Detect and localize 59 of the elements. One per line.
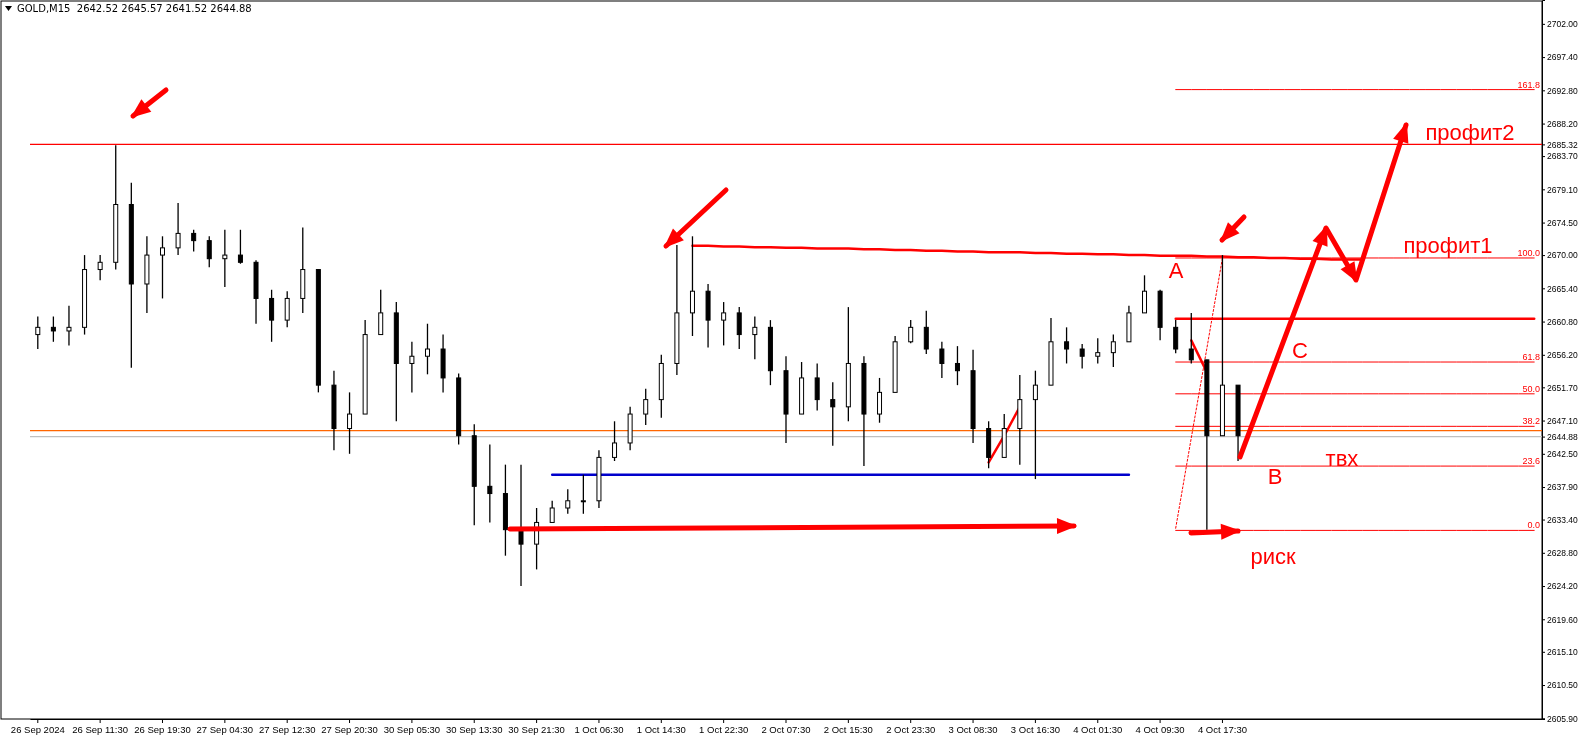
y-tick-label: 2702.00 xyxy=(1547,19,1578,30)
series-label: 38.2 xyxy=(1522,416,1540,427)
x-tick-label: 30 Sep 13:30 xyxy=(445,723,503,735)
y-tick-label: 2644.88 xyxy=(1547,431,1578,442)
annotation: профит2 xyxy=(1425,120,1515,146)
x-tick-label: 26 Sep 11:30 xyxy=(72,723,129,735)
y-tick-label: 2679.10 xyxy=(1547,184,1578,195)
annotation: профит1 xyxy=(1403,233,1493,258)
y-tick-label: 2615.10 xyxy=(1547,647,1578,658)
x-tick-label: 27 Sep 20:30 xyxy=(321,723,378,735)
x-tick-label: 1 Oct 14:30 xyxy=(636,723,686,735)
x-tick-label: 1 Oct 06:30 xyxy=(574,723,624,735)
y-tick-label: 2637.90 xyxy=(1547,482,1578,493)
x-tick-label: 26 Sep 2024 xyxy=(10,723,65,735)
y-tick-label: 2610.50 xyxy=(1547,680,1578,691)
y-tick-label: 2697.40 xyxy=(1547,52,1578,63)
y-tick-label: 2674.50 xyxy=(1547,217,1578,228)
series-label: 61.8 xyxy=(1522,352,1540,363)
x-tick-label: 30 Sep 21:30 xyxy=(508,723,565,735)
x-tick-label: 3 Oct 16:30 xyxy=(1010,723,1060,735)
x-tick-label: 4 Oct 01:30 xyxy=(1073,723,1123,735)
y-tick-label: 2633.40 xyxy=(1547,514,1578,525)
y-tick-label: 2642.50 xyxy=(1547,449,1578,460)
x-tick-label: 2 Oct 07:30 xyxy=(761,723,811,735)
chart-title: GOLD,M15 2642.52 2645.57 2641.52 2644.88 xyxy=(17,3,252,14)
series-label: 50.0 xyxy=(1522,383,1540,394)
x-tick-label: 2 Oct 15:30 xyxy=(823,723,873,735)
y-tick-label: 2619.60 xyxy=(1547,614,1578,625)
y-tick-label: 2628.80 xyxy=(1547,548,1578,559)
x-tick-label: 27 Sep 12:30 xyxy=(258,723,316,735)
annotation: C xyxy=(1292,338,1309,363)
y-tick-label: 2688.20 xyxy=(1547,118,1578,129)
x-tick-label: 3 Oct 08:30 xyxy=(948,723,998,735)
series-label: 23.6 xyxy=(1522,456,1540,467)
x-tick-label: 27 Sep 04:30 xyxy=(196,723,254,735)
series-label: 0.0 xyxy=(1527,520,1540,531)
annotation: твх xyxy=(1325,446,1359,471)
annotation: риск xyxy=(1250,543,1296,569)
x-tick-label: 26 Sep 19:30 xyxy=(134,723,191,735)
x-tick-label: 30 Sep 05:30 xyxy=(383,723,441,735)
series-label: 100.0 xyxy=(1517,247,1540,258)
x-tick-label: 1 Oct 22:30 xyxy=(699,723,749,735)
y-tick-label: 2670.00 xyxy=(1547,250,1578,261)
y-tick-label: 2685.32 xyxy=(1547,139,1578,150)
x-tick-label: 2 Oct 23:30 xyxy=(886,723,936,735)
y-tick-label: 2665.40 xyxy=(1547,283,1578,294)
annotation: B xyxy=(1267,464,1283,489)
y-tick-label: 2656.20 xyxy=(1547,350,1578,361)
y-tick-label: 2624.20 xyxy=(1547,581,1578,592)
y-tick-label: 2647.10 xyxy=(1547,415,1578,426)
annotation: A xyxy=(1168,258,1184,283)
y-tick-label: 2605.90 xyxy=(1547,713,1578,724)
y-tick-label: 2692.80 xyxy=(1547,85,1578,96)
y-tick-label: 2683.70 xyxy=(1547,151,1578,162)
x-tick-label: 4 Oct 17:30 xyxy=(1197,723,1248,735)
y-tick-label: 2651.70 xyxy=(1547,382,1578,393)
y-tick-label: 2660.80 xyxy=(1547,316,1578,327)
x-tick-label: 4 Oct 09:30 xyxy=(1135,723,1185,735)
series-label: 161.8 xyxy=(1517,79,1540,90)
